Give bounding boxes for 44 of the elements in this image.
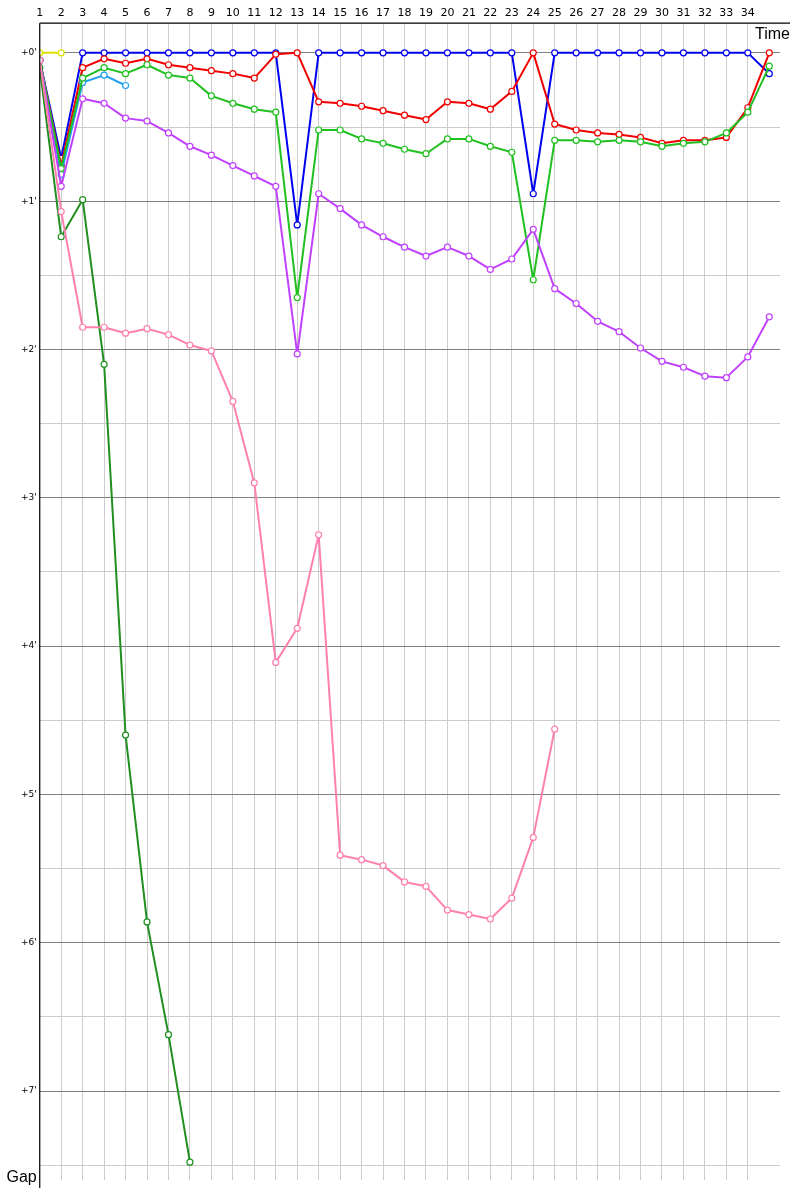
x-tick-label: 5 <box>122 6 130 20</box>
y-tick-label: +5' <box>20 788 37 799</box>
x-tick-label: 28 <box>612 6 627 20</box>
x-tick-label: 20 <box>440 6 455 20</box>
x-tick-label: 24 <box>526 6 541 20</box>
x-tick-label: 9 <box>207 6 215 20</box>
x-tick-label: 30 <box>654 6 669 20</box>
x-tick-label: 10 <box>225 6 240 20</box>
x-tick-label: 8 <box>186 6 194 20</box>
y-tick-label: +7' <box>20 1085 37 1096</box>
y-tick-label: +1' <box>20 195 37 206</box>
x-tick-label: 17 <box>376 6 391 20</box>
x-tick-label: 33 <box>719 6 734 20</box>
x-tick-label: 12 <box>268 6 283 20</box>
y-tick-label: +2' <box>20 343 37 354</box>
x-tick-label: 31 <box>676 6 691 20</box>
x-tick-label: 1 <box>36 6 44 20</box>
x-tick-label: 21 <box>461 6 476 20</box>
x-tick-label: 4 <box>100 6 108 20</box>
x-tick-label: 16 <box>354 6 369 20</box>
x-tick-label: 2 <box>57 6 65 20</box>
x-tick-label: 27 <box>590 6 605 20</box>
x-tick-label: 22 <box>483 6 498 20</box>
y-axis-title: Gap <box>6 1168 37 1186</box>
x-tick-label: 14 <box>311 6 326 20</box>
x-tick-label: 29 <box>633 6 648 20</box>
x-tick-label: 15 <box>333 6 348 20</box>
x-tick-label: 19 <box>418 6 433 20</box>
x-axis-title: Time <box>755 24 791 42</box>
x-tick-label: 32 <box>697 6 712 20</box>
x-tick-label: 3 <box>79 6 87 20</box>
x-tick-label: 7 <box>164 6 172 20</box>
x-tick-label: 6 <box>143 6 151 20</box>
x-tick-label: 25 <box>547 6 562 20</box>
x-tick-label: 23 <box>504 6 519 20</box>
y-tick-label: +4' <box>20 640 37 651</box>
x-tick-label: 34 <box>740 6 755 20</box>
y-tick-label: +0' <box>20 47 37 58</box>
x-tick-label: 18 <box>397 6 412 20</box>
y-tick-label: +6' <box>20 937 37 948</box>
y-tick-label: +3' <box>20 492 37 503</box>
x-tick-label: 26 <box>569 6 584 20</box>
x-tick-label: 13 <box>290 6 305 20</box>
x-tick-label: 11 <box>247 6 262 20</box>
